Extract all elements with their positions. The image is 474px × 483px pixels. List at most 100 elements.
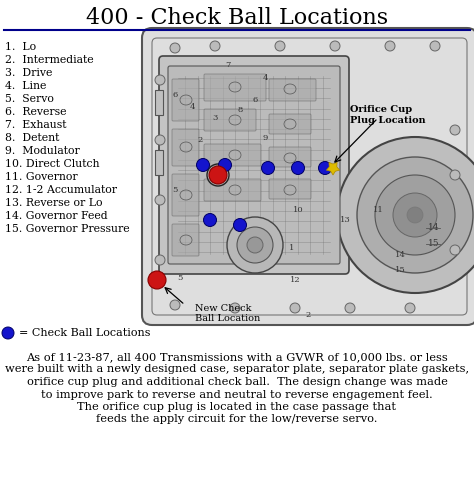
Text: 4.  Line: 4. Line — [5, 81, 46, 91]
Circle shape — [247, 237, 263, 253]
Text: 4: 4 — [262, 74, 268, 82]
Text: 10: 10 — [292, 206, 303, 214]
Text: 2: 2 — [197, 136, 202, 144]
Text: 11. Governor: 11. Governor — [5, 172, 78, 182]
Circle shape — [170, 43, 180, 53]
Text: 400 - Check Ball Locations: 400 - Check Ball Locations — [86, 7, 388, 29]
Circle shape — [330, 41, 340, 51]
Text: Ball Location: Ball Location — [195, 314, 260, 323]
Circle shape — [385, 41, 395, 51]
Text: 9: 9 — [262, 134, 268, 142]
Text: 14: 14 — [428, 224, 439, 232]
FancyBboxPatch shape — [269, 147, 311, 167]
Circle shape — [275, 41, 285, 51]
Circle shape — [345, 303, 355, 313]
Text: 7: 7 — [225, 61, 231, 69]
Polygon shape — [155, 150, 163, 175]
FancyBboxPatch shape — [172, 224, 199, 256]
Text: The orifice cup plug is located in the case passage that: The orifice cup plug is located in the c… — [78, 402, 396, 412]
Circle shape — [2, 327, 14, 339]
Circle shape — [155, 75, 165, 85]
Text: 6: 6 — [173, 91, 178, 99]
Text: to improve park to reverse and neutral to reverse engagement feel.: to improve park to reverse and neutral t… — [41, 389, 433, 399]
Text: 15. Governor Pressure: 15. Governor Pressure — [5, 224, 129, 234]
Circle shape — [219, 158, 231, 171]
Text: orifice cup plug and additional check ball.  The design change was made: orifice cup plug and additional check ba… — [27, 377, 447, 387]
Text: 2: 2 — [305, 311, 310, 319]
Circle shape — [430, 41, 440, 51]
Text: feeds the apply circuit for the low/reverse servo.: feeds the apply circuit for the low/reve… — [96, 414, 378, 425]
Text: 5: 5 — [177, 274, 182, 282]
Text: 2.  Intermediate: 2. Intermediate — [5, 55, 94, 65]
Circle shape — [227, 217, 283, 273]
Text: 7.  Exhaust: 7. Exhaust — [5, 120, 66, 130]
FancyBboxPatch shape — [168, 66, 340, 264]
FancyBboxPatch shape — [269, 179, 311, 199]
Circle shape — [230, 303, 240, 313]
FancyBboxPatch shape — [159, 56, 349, 274]
Text: 12: 12 — [290, 276, 301, 284]
Circle shape — [155, 195, 165, 205]
Circle shape — [450, 245, 460, 255]
Text: Orifice Cup: Orifice Cup — [350, 105, 412, 114]
Text: 14: 14 — [394, 251, 405, 259]
Circle shape — [148, 271, 166, 289]
Circle shape — [237, 227, 273, 263]
Text: 3: 3 — [212, 114, 218, 122]
Text: 4: 4 — [189, 103, 195, 111]
Circle shape — [337, 137, 474, 293]
Text: 9.  Modulator: 9. Modulator — [5, 146, 80, 156]
Text: 13. Reverse or Lo: 13. Reverse or Lo — [5, 198, 102, 208]
Circle shape — [170, 300, 180, 310]
Circle shape — [203, 213, 217, 227]
Text: 11: 11 — [373, 206, 383, 214]
Text: Plug Location: Plug Location — [350, 116, 426, 125]
Circle shape — [319, 161, 331, 174]
Circle shape — [292, 161, 304, 174]
FancyBboxPatch shape — [204, 74, 266, 101]
Text: 1: 1 — [289, 244, 295, 252]
Polygon shape — [155, 90, 163, 115]
FancyBboxPatch shape — [204, 109, 256, 131]
Text: 15: 15 — [395, 266, 405, 274]
Text: 8.  Detent: 8. Detent — [5, 133, 59, 143]
Circle shape — [450, 170, 460, 180]
Circle shape — [234, 218, 246, 231]
Text: 14. Governor Feed: 14. Governor Feed — [5, 211, 108, 221]
Text: 1.  Lo: 1. Lo — [5, 42, 36, 52]
Text: 3.  Drive: 3. Drive — [5, 68, 52, 78]
Circle shape — [210, 41, 220, 51]
Circle shape — [405, 303, 415, 313]
Text: = Check Ball Locations: = Check Ball Locations — [19, 328, 151, 338]
Text: 6.  Reverse: 6. Reverse — [5, 107, 66, 117]
Circle shape — [393, 193, 437, 237]
Circle shape — [262, 161, 274, 174]
FancyBboxPatch shape — [204, 144, 261, 166]
FancyBboxPatch shape — [172, 79, 199, 121]
Polygon shape — [326, 162, 340, 175]
Circle shape — [209, 166, 227, 184]
Text: were built with a newly designed case, separator plate, separator plate gaskets,: were built with a newly designed case, s… — [5, 365, 469, 374]
FancyBboxPatch shape — [269, 114, 311, 134]
Circle shape — [357, 157, 473, 273]
Circle shape — [197, 158, 210, 171]
FancyBboxPatch shape — [204, 179, 261, 201]
Text: New Check: New Check — [195, 304, 252, 313]
Text: As of 11-23-87, all 400 Transmissions with a GVWR of 10,000 lbs. or less: As of 11-23-87, all 400 Transmissions wi… — [26, 352, 448, 362]
Text: 6: 6 — [252, 96, 258, 104]
Text: 15: 15 — [428, 240, 439, 248]
FancyBboxPatch shape — [269, 79, 316, 101]
FancyBboxPatch shape — [172, 174, 199, 216]
Text: 5.  Servo: 5. Servo — [5, 94, 54, 104]
Text: 10. Direct Clutch: 10. Direct Clutch — [5, 159, 100, 169]
Circle shape — [375, 175, 455, 255]
Circle shape — [290, 303, 300, 313]
Circle shape — [155, 135, 165, 145]
Circle shape — [450, 125, 460, 135]
Text: 13: 13 — [340, 216, 350, 224]
FancyBboxPatch shape — [142, 28, 474, 325]
Text: 8: 8 — [237, 106, 243, 114]
Circle shape — [407, 207, 423, 223]
FancyBboxPatch shape — [172, 129, 199, 166]
Text: 12. 1-2 Accumulator: 12. 1-2 Accumulator — [5, 185, 117, 195]
